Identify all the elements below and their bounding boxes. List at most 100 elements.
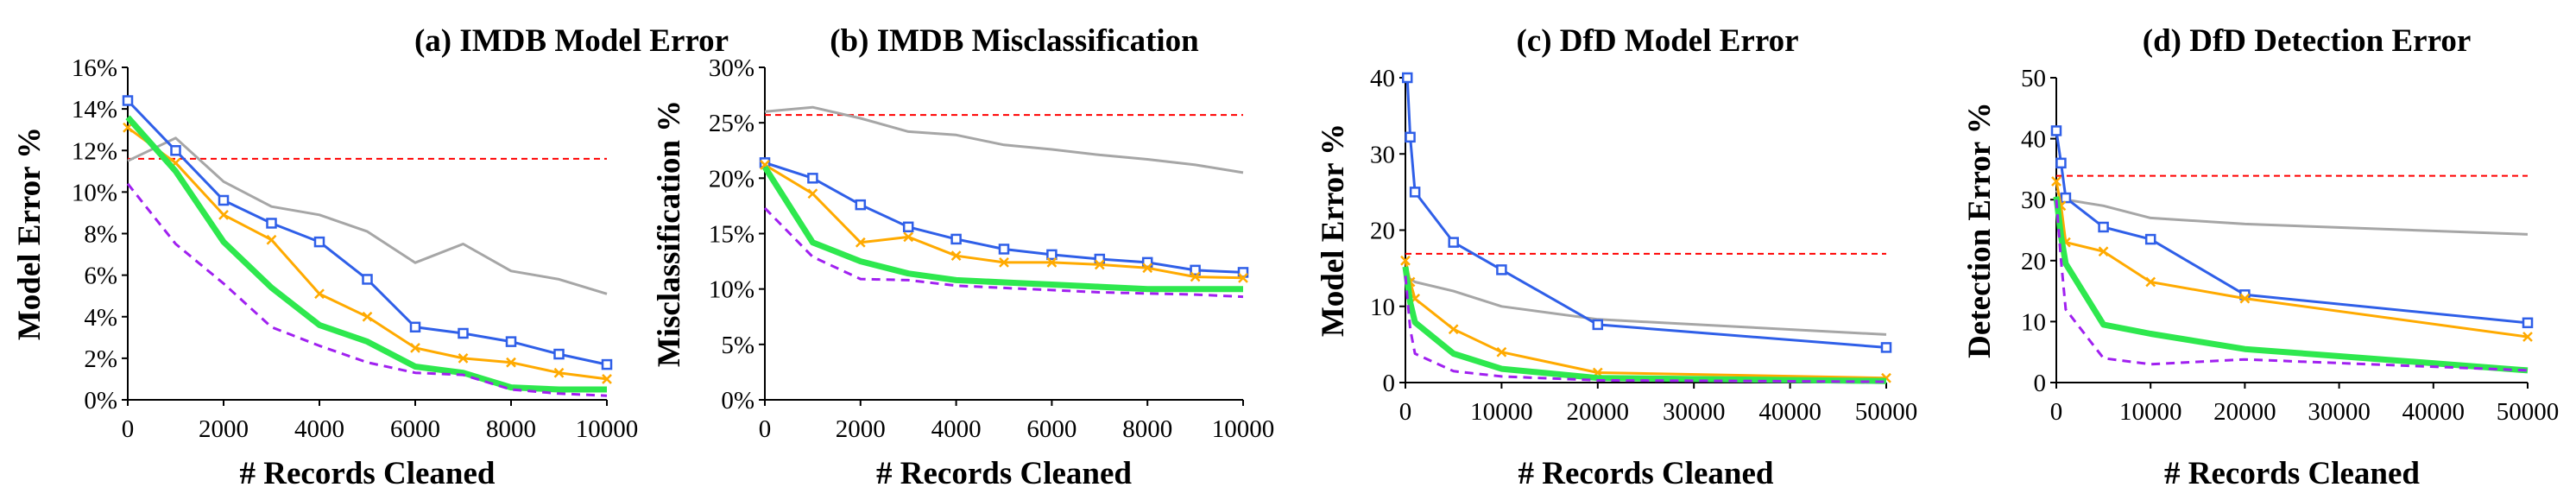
y-tick-label: 8% <box>84 221 117 249</box>
series-line-5 <box>1404 275 1887 383</box>
x-tick-label: 50000 <box>2497 398 2560 426</box>
data-point-square <box>759 157 771 168</box>
x-tick-label: 2000 <box>199 415 249 443</box>
data-point-x <box>266 234 277 245</box>
data-point-x <box>602 374 612 384</box>
data-point-square <box>266 218 277 229</box>
chart-title: (b) IMDB Misclassification <box>830 23 1199 59</box>
data-point-x <box>1094 259 1105 270</box>
y-tick-label: 20% <box>709 165 754 193</box>
data-point-square <box>807 173 818 184</box>
data-point-x <box>314 288 325 300</box>
x-axis-label: # Records Cleaned <box>2164 456 2420 491</box>
x-tick-label: 40000 <box>2402 398 2466 426</box>
data-point-x <box>950 250 962 262</box>
data-point-square <box>998 244 1010 255</box>
series-line-1 <box>2055 189 2529 236</box>
x-tick-label: 0 <box>1399 398 1412 426</box>
y-tick-label: 30% <box>709 54 754 82</box>
y-tick-label: 0 <box>1383 370 1396 397</box>
y-tick-label: 12% <box>72 137 117 165</box>
data-point-x <box>506 357 516 368</box>
series-line-1 <box>764 105 1244 174</box>
data-point-square <box>218 194 230 206</box>
y-tick-label: 30 <box>2021 187 2046 214</box>
x-tick-label: 8000 <box>486 415 536 443</box>
data-point-square <box>2055 157 2067 169</box>
data-point-square <box>1401 72 1413 84</box>
data-point-x <box>1238 272 1248 283</box>
series-line-5 <box>763 206 1244 299</box>
y-tick-label: 0% <box>721 387 754 415</box>
data-point-square <box>950 233 962 245</box>
data-point-square <box>1190 264 1201 276</box>
data-point-square <box>2060 192 2072 204</box>
x-tick-label: 6000 <box>390 415 440 443</box>
x-tick-label: 10000 <box>1470 398 1533 426</box>
x-tick-label: 40000 <box>1758 398 1822 426</box>
data-point-x <box>1400 255 1411 266</box>
data-point-square <box>2050 125 2062 136</box>
data-point-square <box>313 236 325 248</box>
data-point-x <box>2522 332 2533 342</box>
y-axis-label: Misclassification % <box>652 100 687 367</box>
data-point-square <box>1046 249 1058 261</box>
data-point-x <box>362 311 373 322</box>
data-point-x <box>999 256 1009 268</box>
data-point-square <box>855 199 867 211</box>
data-point-x <box>553 367 565 378</box>
y-tick-label: 40 <box>2021 126 2046 154</box>
chart-panel-2: (b) IMDB Misclassification 0% 5% 10% 15% 20% 2… <box>652 23 1274 491</box>
x-tick-label: 4000 <box>294 415 344 443</box>
x-axis-label: # Records Cleaned <box>240 456 496 491</box>
data-point-x <box>2051 176 2061 187</box>
data-point-x <box>1142 263 1153 274</box>
y-tick-label: 10 <box>2021 308 2046 336</box>
y-axis-label: Model Error % <box>1316 123 1351 337</box>
y-tick-label: 0% <box>84 387 117 415</box>
data-point-x <box>1190 271 1201 282</box>
chart-title: (d) DfD Detection Error <box>2143 23 2472 59</box>
series-line-4 <box>1402 266 1887 384</box>
data-point-square <box>1496 264 1507 275</box>
x-tick-label: 30000 <box>2308 398 2371 426</box>
data-point-square <box>553 348 565 360</box>
y-tick-label: 10 <box>1370 294 1395 321</box>
series-line-1 <box>1405 275 1887 336</box>
series-line-5 <box>2055 199 2529 372</box>
data-point-x <box>807 188 818 199</box>
x-tick-label: 4000 <box>931 415 982 443</box>
data-point-square <box>505 336 517 347</box>
y-tick-label: 15% <box>709 221 754 249</box>
chart-panel-3: (c) DfD Model Error 0 10 20 30 40 0 10000 20000 3… <box>1316 23 1917 491</box>
chart-panel-1: (a) IMDB Model Error 0% 2% 4% 6% 8% 10% 12% 14% 1… <box>12 23 729 491</box>
y-tick-label: 25% <box>709 110 754 137</box>
series-line-5 <box>126 182 608 397</box>
x-tick-label: 20000 <box>2213 398 2276 426</box>
data-point-square <box>170 145 181 156</box>
series-line-2 <box>1405 77 1887 349</box>
data-point-square <box>2522 317 2534 329</box>
data-point-x <box>2239 293 2251 304</box>
data-point-square <box>902 221 914 233</box>
data-point-x <box>458 352 469 364</box>
data-point-x <box>2098 246 2109 257</box>
y-tick-label: 40 <box>1370 65 1395 92</box>
y-tick-label: 30 <box>1370 141 1395 168</box>
data-point-x <box>903 231 914 243</box>
y-tick-label: 14% <box>72 96 117 123</box>
x-tick-label: 30000 <box>1663 398 1726 426</box>
y-axis-label: Detection Error % <box>1962 102 1998 358</box>
data-point-square <box>2098 221 2109 233</box>
data-point-square <box>362 274 373 285</box>
x-tick-label: 0 <box>122 415 135 443</box>
x-tick-label: 6000 <box>1026 415 1076 443</box>
chart-title: (c) DfD Model Error <box>1516 23 1798 59</box>
x-tick-label: 20000 <box>1567 398 1630 426</box>
x-tick-label: 50000 <box>1855 398 1918 426</box>
chart-title: (a) IMDB Model Error <box>414 23 729 59</box>
y-tick-label: 10% <box>709 276 754 304</box>
data-point-x <box>410 342 420 353</box>
data-point-x <box>2145 276 2156 288</box>
series-line-4 <box>762 165 1243 293</box>
